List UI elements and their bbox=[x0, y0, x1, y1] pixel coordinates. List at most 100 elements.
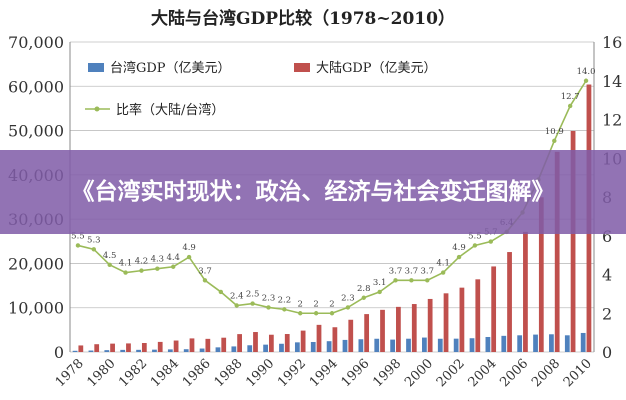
bar-taiwan bbox=[152, 349, 157, 352]
bar-mainland bbox=[78, 345, 84, 352]
bar-taiwan bbox=[437, 338, 443, 352]
ratio-point bbox=[186, 254, 192, 260]
x-tick-label: 1984 bbox=[148, 356, 182, 390]
right-tick-label: 14 bbox=[602, 72, 622, 91]
ratio-point bbox=[409, 278, 414, 283]
x-tick-label: 2008 bbox=[529, 356, 563, 390]
x-tick-label: 1998 bbox=[370, 356, 404, 390]
bar-taiwan bbox=[469, 338, 475, 352]
ratio-point bbox=[91, 247, 97, 252]
bar-taiwan bbox=[517, 335, 523, 352]
ratio-data-label: 4.1 bbox=[119, 259, 133, 269]
x-tick-label: 1990 bbox=[243, 356, 277, 390]
bar-taiwan bbox=[167, 349, 173, 352]
bar-mainland bbox=[411, 304, 417, 352]
ratio-data-label: 2.5 bbox=[246, 290, 260, 300]
right-axis-ticks: 0246810121416 bbox=[602, 33, 622, 362]
bar-mainland bbox=[396, 306, 401, 352]
left-tick-label: 10,000 bbox=[8, 299, 64, 318]
bar-mainland bbox=[237, 334, 242, 352]
bar-mainland bbox=[380, 309, 385, 352]
ratio-data-label: 5.3 bbox=[87, 235, 101, 245]
right-tick-label: 16 bbox=[602, 33, 622, 52]
ratio-point bbox=[123, 270, 128, 275]
ratio-point bbox=[250, 301, 255, 306]
bar-mainland bbox=[316, 324, 322, 352]
x-tick-label: 2006 bbox=[497, 356, 531, 390]
bar-taiwan bbox=[326, 341, 332, 352]
ratio-data-label: 4.2 bbox=[135, 257, 149, 267]
ratio-data-label: 2 bbox=[298, 299, 303, 309]
ratio-point bbox=[107, 262, 112, 268]
ratio-data-label: 14.0 bbox=[577, 67, 596, 77]
bar-taiwan bbox=[231, 346, 237, 352]
bar-mainland bbox=[459, 287, 465, 352]
ratio-data-label: 2.8 bbox=[357, 284, 371, 294]
bar-taiwan bbox=[104, 350, 110, 352]
bar-taiwan bbox=[501, 335, 507, 352]
bar-mainland bbox=[443, 293, 449, 352]
bar-mainland bbox=[507, 252, 512, 352]
bar-taiwan bbox=[294, 342, 300, 352]
ratio-data-label: 3.7 bbox=[389, 266, 403, 276]
ratio-point bbox=[139, 268, 144, 273]
chart-title: 大陆与台湾GDP比较（1978~2010） bbox=[151, 8, 455, 29]
bar-mainland bbox=[554, 151, 560, 352]
bar-mainland bbox=[110, 343, 115, 352]
legend-swatch-taiwan bbox=[88, 63, 104, 72]
bar-mainland bbox=[94, 344, 100, 352]
bar-taiwan bbox=[485, 336, 491, 352]
x-tick-label: 1992 bbox=[275, 356, 309, 390]
ratio-data-label: 10.9 bbox=[545, 127, 564, 137]
bar-mainland bbox=[364, 314, 370, 352]
x-tick-label: 2002 bbox=[434, 356, 468, 390]
bar-taiwan bbox=[422, 337, 427, 352]
left-tick-label: 70,000 bbox=[8, 33, 64, 52]
ratio-point bbox=[377, 289, 382, 295]
ratio-point bbox=[282, 307, 287, 312]
banner-title: 《台湾实时现状：政治、经济与社会变迁图解》 bbox=[71, 179, 555, 205]
bar-taiwan bbox=[183, 349, 189, 352]
bar-mainland bbox=[157, 341, 163, 352]
ratio-data-label: 2.4 bbox=[230, 292, 244, 302]
ratio-point bbox=[171, 264, 176, 269]
bar-mainland bbox=[268, 334, 274, 352]
ratio-point bbox=[361, 295, 366, 300]
ratio-data-label: 4.9 bbox=[452, 243, 466, 253]
bar-taiwan bbox=[390, 339, 396, 352]
bar-mainland bbox=[427, 298, 433, 352]
bar-mainland bbox=[523, 231, 528, 352]
bar-taiwan bbox=[263, 344, 268, 352]
ratio-point bbox=[345, 305, 351, 310]
ratio-point bbox=[456, 254, 462, 260]
ratio-point bbox=[393, 278, 398, 283]
ratio-point bbox=[472, 243, 478, 248]
ratio-data-label: 3.1 bbox=[373, 278, 387, 288]
x-axis-ticks: 1978198019821984198619881990199219941996… bbox=[53, 356, 595, 390]
x-tick-label: 2010 bbox=[561, 356, 595, 390]
left-tick-label: 50,000 bbox=[8, 122, 64, 141]
ratio-point bbox=[488, 239, 493, 244]
bar-mainland bbox=[173, 340, 179, 352]
bar-taiwan bbox=[136, 349, 141, 352]
x-tick-label: 2004 bbox=[466, 356, 500, 390]
legend-marker-ratio bbox=[94, 106, 100, 112]
bar-taiwan bbox=[580, 332, 586, 352]
ratio-point bbox=[266, 305, 271, 310]
x-tick-label: 1986 bbox=[180, 356, 214, 390]
ratio-data-label: 4.4 bbox=[166, 253, 180, 263]
ratio-point bbox=[234, 303, 239, 308]
legend-swatch-mainland bbox=[294, 63, 310, 72]
ratio-data-label: 2.2 bbox=[278, 295, 292, 305]
ratio-point bbox=[440, 270, 446, 275]
x-tick-label: 1988 bbox=[212, 356, 246, 390]
x-tick-label: 2000 bbox=[402, 356, 436, 390]
bar-taiwan bbox=[342, 339, 348, 352]
bar-mainland bbox=[348, 319, 354, 352]
legend-label-mainland: 大陆GDP（亿美元） bbox=[316, 60, 437, 76]
bar-taiwan bbox=[120, 349, 126, 352]
ratio-point bbox=[218, 289, 224, 295]
bar-mainland bbox=[205, 338, 211, 352]
legend-label-ratio: 比率（大陆/台湾） bbox=[116, 102, 224, 118]
bar-mainland bbox=[332, 327, 338, 352]
